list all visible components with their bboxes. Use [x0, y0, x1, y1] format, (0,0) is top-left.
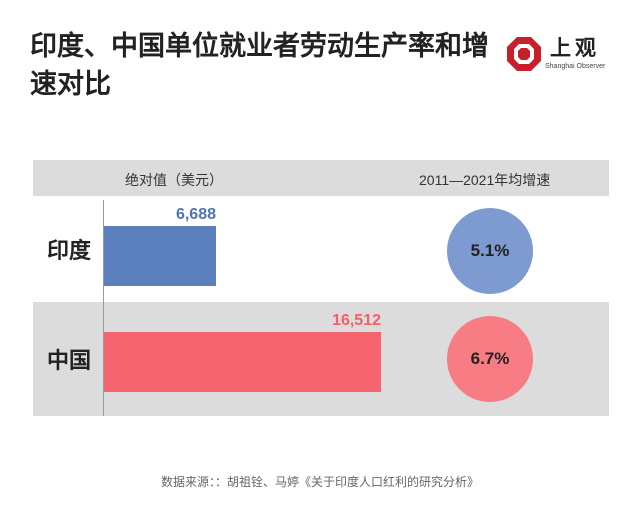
- category-label-china: 中国: [47, 349, 92, 374]
- growth-label-india: 5.1%: [470, 241, 510, 260]
- logo-octagon-icon: [507, 37, 541, 71]
- bar-india: [104, 226, 216, 286]
- header-growth-rate: 2011—2021年均增速: [419, 172, 551, 188]
- data-source: 数据来源：：胡祖铨、马婷《关于印度人口红利的研究分析》: [160, 475, 479, 489]
- growth-circle-india: 5.1%: [447, 208, 533, 294]
- bar-chart: 绝对值（美元） 2011—2021年均增速 印度 中国 6,688 16,512…: [33, 160, 609, 416]
- axis-line: [103, 200, 104, 416]
- header-band: 绝对值（美元） 2011—2021年均增速: [33, 160, 609, 196]
- bar-china: [104, 332, 381, 392]
- growth-label-china: 6.7%: [470, 349, 510, 368]
- logo-subtitle: Shanghai Observer: [545, 63, 606, 70]
- value-label-india: 6,688: [175, 206, 216, 223]
- shanghai-observer-logo: 上观 Shanghai Observer: [506, 36, 616, 76]
- logo-name: 上观: [550, 36, 600, 60]
- category-label-india: 印度: [47, 239, 92, 264]
- header-absolute-value: 绝对值（美元）: [125, 173, 223, 189]
- chart-title: 印度、中国单位就业者劳动生产率和增速对比: [30, 31, 489, 100]
- value-label-china: 16,512: [332, 312, 381, 329]
- growth-circle-china: 6.7%: [447, 316, 533, 402]
